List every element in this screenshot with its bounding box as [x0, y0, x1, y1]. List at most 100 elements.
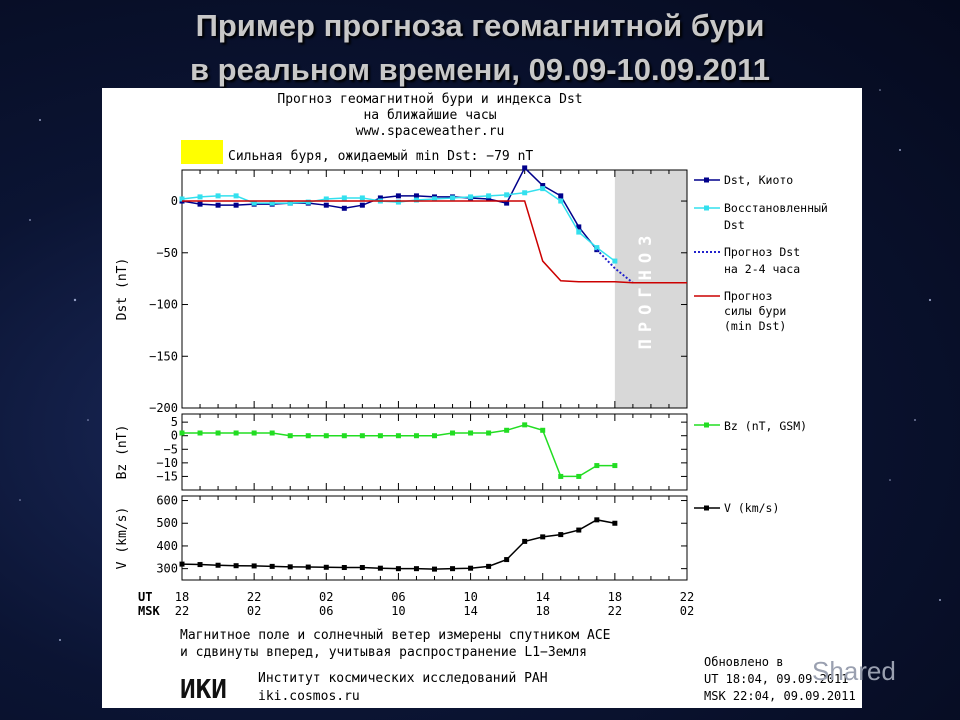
series-line	[596, 248, 634, 284]
legend-dst-restored-label: Восстановленный	[724, 201, 828, 215]
plot-frame	[181, 169, 688, 409]
legend-bz-marker	[704, 422, 709, 428]
series-line	[182, 200, 687, 284]
data-point	[504, 557, 510, 563]
msk-tick-label: 06	[319, 604, 333, 618]
data-point	[395, 566, 401, 572]
legend-storm-forecast-label3: (min Dst)	[724, 319, 786, 333]
shared-watermark: Shared	[812, 656, 896, 686]
ut-tick-label: 18	[608, 590, 622, 604]
legend-storm-forecast-label: Прогноз	[724, 289, 772, 303]
data-point	[486, 193, 492, 199]
y-tick-label: −150	[149, 349, 178, 363]
y-tick-label: 0	[171, 429, 178, 443]
data-point	[612, 463, 618, 469]
msk-tick-label: 22	[175, 604, 189, 618]
y-tick-label: −10	[156, 456, 178, 470]
header-url: www.spaceweather.ru	[356, 124, 505, 139]
data-point	[197, 562, 203, 568]
data-point	[377, 565, 383, 571]
data-point	[215, 193, 221, 199]
data-point	[486, 430, 492, 436]
data-point	[269, 430, 275, 436]
data-point	[540, 183, 546, 189]
msk-tick-label: 18	[535, 604, 549, 618]
data-point	[576, 473, 582, 479]
data-point	[359, 195, 365, 201]
data-point	[251, 563, 257, 569]
data-point	[576, 224, 582, 230]
forecast-band	[614, 170, 687, 408]
data-point	[179, 430, 185, 436]
data-point	[395, 433, 401, 439]
data-point	[432, 433, 437, 439]
data-point	[504, 427, 510, 433]
legend-dst-kyoto-marker	[704, 177, 709, 183]
data-point	[594, 245, 600, 251]
data-point	[251, 200, 257, 206]
bz-plot-area: 50−5−10−15 Bz (nT)	[115, 413, 688, 491]
footer-note-line2: и сдвинуты вперед, учитывая распростране…	[180, 645, 587, 660]
data-point	[612, 258, 618, 264]
legend-dst-forecast-label2: на 2-4 часа	[724, 262, 800, 276]
msk-tick-label: 10	[391, 604, 405, 618]
data-point	[197, 430, 203, 436]
data-point	[413, 433, 419, 439]
ut-tick-label: 10	[463, 590, 477, 604]
data-point	[450, 195, 456, 201]
data-point	[323, 433, 329, 439]
legend-dst-kyoto-label: Dst, Киото	[724, 173, 793, 187]
data-point	[323, 202, 329, 208]
data-point	[395, 199, 401, 205]
data-point	[341, 205, 347, 211]
legend-v-label: V (km/s)	[724, 501, 779, 515]
data-point	[359, 433, 365, 439]
data-point	[179, 196, 185, 202]
data-point	[215, 562, 221, 568]
header-line1: Прогноз геомагнитной бури и индекса Dst	[277, 92, 582, 107]
data-point	[323, 564, 329, 570]
data-point	[558, 198, 564, 204]
data-point	[251, 430, 257, 436]
series-line	[181, 166, 598, 251]
data-point	[576, 527, 582, 533]
data-point	[359, 565, 365, 571]
data-point	[450, 430, 456, 436]
data-point	[413, 566, 419, 572]
data-point	[432, 566, 437, 572]
legend-v-marker	[704, 505, 709, 511]
data-point	[540, 186, 546, 192]
legend-dst-forecast-label: Прогноз Dst	[724, 245, 800, 259]
y-tick-label: −50	[156, 246, 178, 260]
data-point	[377, 433, 383, 439]
data-point	[233, 193, 239, 199]
data-point	[594, 517, 600, 523]
msk-label: MSK	[138, 604, 160, 618]
data-point	[197, 194, 203, 200]
data-point	[305, 433, 311, 439]
data-point	[504, 200, 510, 206]
data-point	[594, 463, 600, 469]
header-line2: на ближайшие часы	[363, 108, 496, 123]
data-point	[341, 565, 347, 571]
updated-label: Обновлено в	[704, 655, 783, 669]
data-point	[287, 200, 293, 206]
updated-ut: UT 18:04, 09.09.2011	[704, 672, 849, 686]
data-point	[233, 430, 239, 436]
data-point	[576, 229, 582, 235]
legend-bz-label: Bz (nT, GSM)	[724, 419, 807, 433]
ut-label: UT	[138, 590, 152, 604]
msk-tick-label: 22	[608, 604, 622, 618]
data-point	[522, 190, 528, 196]
ut-tick-label: 22	[680, 590, 694, 604]
data-point	[215, 202, 221, 208]
data-point	[468, 565, 474, 571]
data-point	[504, 192, 510, 198]
data-point	[486, 563, 492, 569]
y-tick-label: 300	[156, 562, 178, 576]
data-point	[341, 195, 347, 201]
ut-tick-label: 14	[535, 590, 549, 604]
data-point	[558, 193, 564, 199]
ut-tick-label: 06	[391, 590, 405, 604]
